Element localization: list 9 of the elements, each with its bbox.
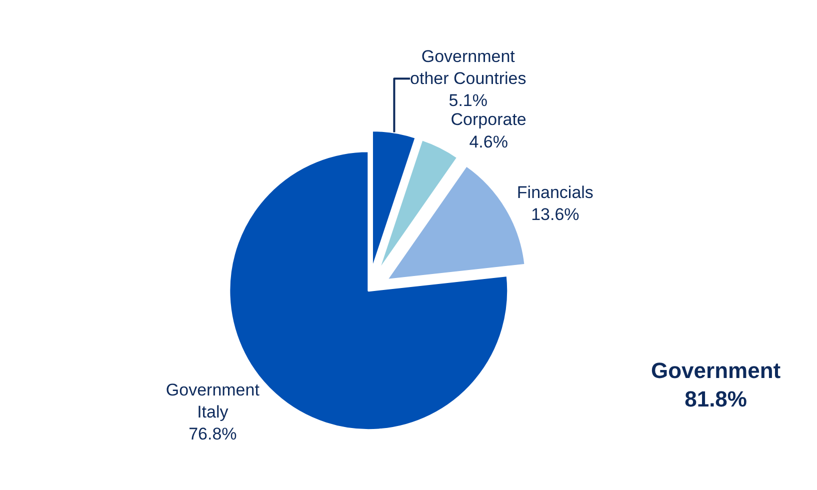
slice-label: Government other Countries (410, 47, 526, 88)
data-label: 4.6% (469, 132, 508, 152)
slice-label: Government Italy (166, 380, 260, 422)
data-label: 13.6% (531, 205, 580, 224)
slice-label: Financials (516, 182, 594, 202)
data-label: 76.8% (188, 424, 237, 444)
data-label: 5.1% (448, 91, 488, 110)
slice-label: Corporate (450, 110, 526, 130)
text: Government 81.8% (651, 358, 782, 412)
